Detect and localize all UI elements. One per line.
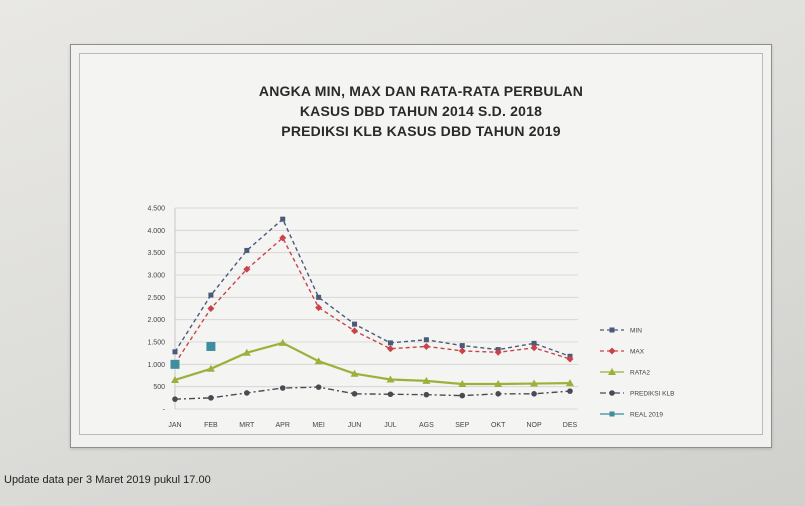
data-point-max [530,344,538,352]
data-point-rata2 [530,379,539,387]
x-tick-label: SEP [455,422,469,429]
y-tick-label: 3.500 [147,250,165,257]
x-tick-label: NOP [527,422,543,429]
data-point-max [422,342,430,350]
chart-title-line-1: ANGKA MIN, MAX DAN RATA-RATA PERBULAN [258,83,584,99]
data-point-max [315,304,323,312]
series-line-max [174,236,571,364]
y-tick-label: 2.000 [147,317,165,324]
data-point-prediksi-klb [351,391,358,397]
data-point-prediksi-klb [423,391,430,398]
data-point-max [207,305,215,312]
legend-marker-prediksi-klb [609,390,615,396]
line-chart: - 500 1.000 1.500 2.000 2.500 3.000 3.500 4.000 4… [147,206,674,430]
data-point-prediksi-klb [459,392,466,399]
legend-label-min: MIN [630,328,642,335]
data-point-rata2 [494,379,503,387]
data-point-min [459,343,465,349]
data-point-prediksi-klb [279,385,286,391]
chart-area: ANGKA MIN, MAX DAN RATA-RATA PERBULAN KA… [79,53,763,435]
x-tick-label: JAN [168,422,181,429]
data-point-prediksi-klb [244,390,250,396]
data-point-rata2 [422,376,431,384]
x-tick-label: APR [276,422,290,429]
data-point-prediksi-klb [172,396,178,402]
update-footer: Update data per 3 Maret 2019 pukul 17.00 [4,474,211,486]
legend-label-max: MAX [630,349,645,356]
data-point-max [566,355,574,363]
x-tick-label: OKT [491,422,506,429]
legend-label-prediksi-klb: PREDIKSI KLB [630,391,674,398]
data-point-max [243,265,251,273]
data-point-real-2019 [206,341,216,351]
y-tick-label: 500 [153,384,165,391]
x-tick-label: JUL [384,422,397,429]
data-point-prediksi-klb [495,391,501,397]
series-line-min [174,218,571,357]
chart-title-line-2: KASUS DBD TAHUN 2014 S.D. 2018 [299,103,543,119]
data-point-rata2 [171,375,179,383]
data-point-rata2 [242,348,251,356]
legend-marker-max [608,347,616,355]
legend-marker-real-2019 [609,411,615,417]
legend-label-rata2: RATA2 [630,370,650,377]
data-point-min [172,349,178,355]
data-point-prediksi-klb [387,391,394,398]
data-point-min [280,216,286,222]
series-line-rata2 [174,341,571,386]
data-point-max [351,327,359,335]
x-tick-label: DES [563,422,578,429]
data-point-prediksi-klb [531,391,537,397]
y-tick-label: 3.000 [147,273,165,280]
chart-title-line-3: PREDIKSI KLB KASUS DBD TAHUN 2019 [281,123,561,139]
y-tick-label: 1.500 [147,340,165,347]
data-point-prediksi-klb [315,384,322,390]
data-point-rata2 [278,338,287,346]
x-tick-label: JUN [348,422,362,429]
chart-slide: ANGKA MIN, MAX DAN RATA-RATA PERBULAN KA… [70,44,772,448]
y-tick-label: 4.000 [147,228,165,235]
data-point-rata2 [386,375,395,383]
y-tick-label: - [163,407,166,414]
y-tick-label: 2.500 [147,295,165,302]
data-point-min [244,247,250,253]
y-tick-label: 4.500 [147,206,165,213]
legend-marker-rata2 [608,368,616,375]
data-point-min [316,294,322,300]
y-tick-label: 1.000 [147,362,165,369]
data-point-min [531,340,537,346]
legend-label-real-2019: REAL 2019 [630,412,663,419]
data-point-real-2019 [170,359,180,369]
x-tick-label: MRT [239,422,255,429]
data-point-prediksi-klb [208,395,214,401]
legend-marker-min [609,327,615,333]
data-point-rata2 [206,364,215,372]
data-point-prediksi-klb [567,388,573,394]
data-point-rata2 [314,357,323,365]
data-point-rata2 [566,379,574,387]
series-line-prediksi-klb [174,386,571,400]
data-point-max [386,345,394,353]
data-point-min [423,337,429,343]
data-point-min [352,321,358,327]
data-point-rata2 [458,379,467,387]
data-point-min [208,292,214,298]
x-tick-label: MEI [312,422,325,429]
data-point-max [494,348,502,356]
data-point-rata2 [350,369,359,377]
x-tick-label: FEB [204,422,218,429]
data-point-max [458,347,466,355]
data-point-max [279,234,287,242]
x-tick-label: AGS [419,422,434,429]
data-point-min [387,340,393,346]
